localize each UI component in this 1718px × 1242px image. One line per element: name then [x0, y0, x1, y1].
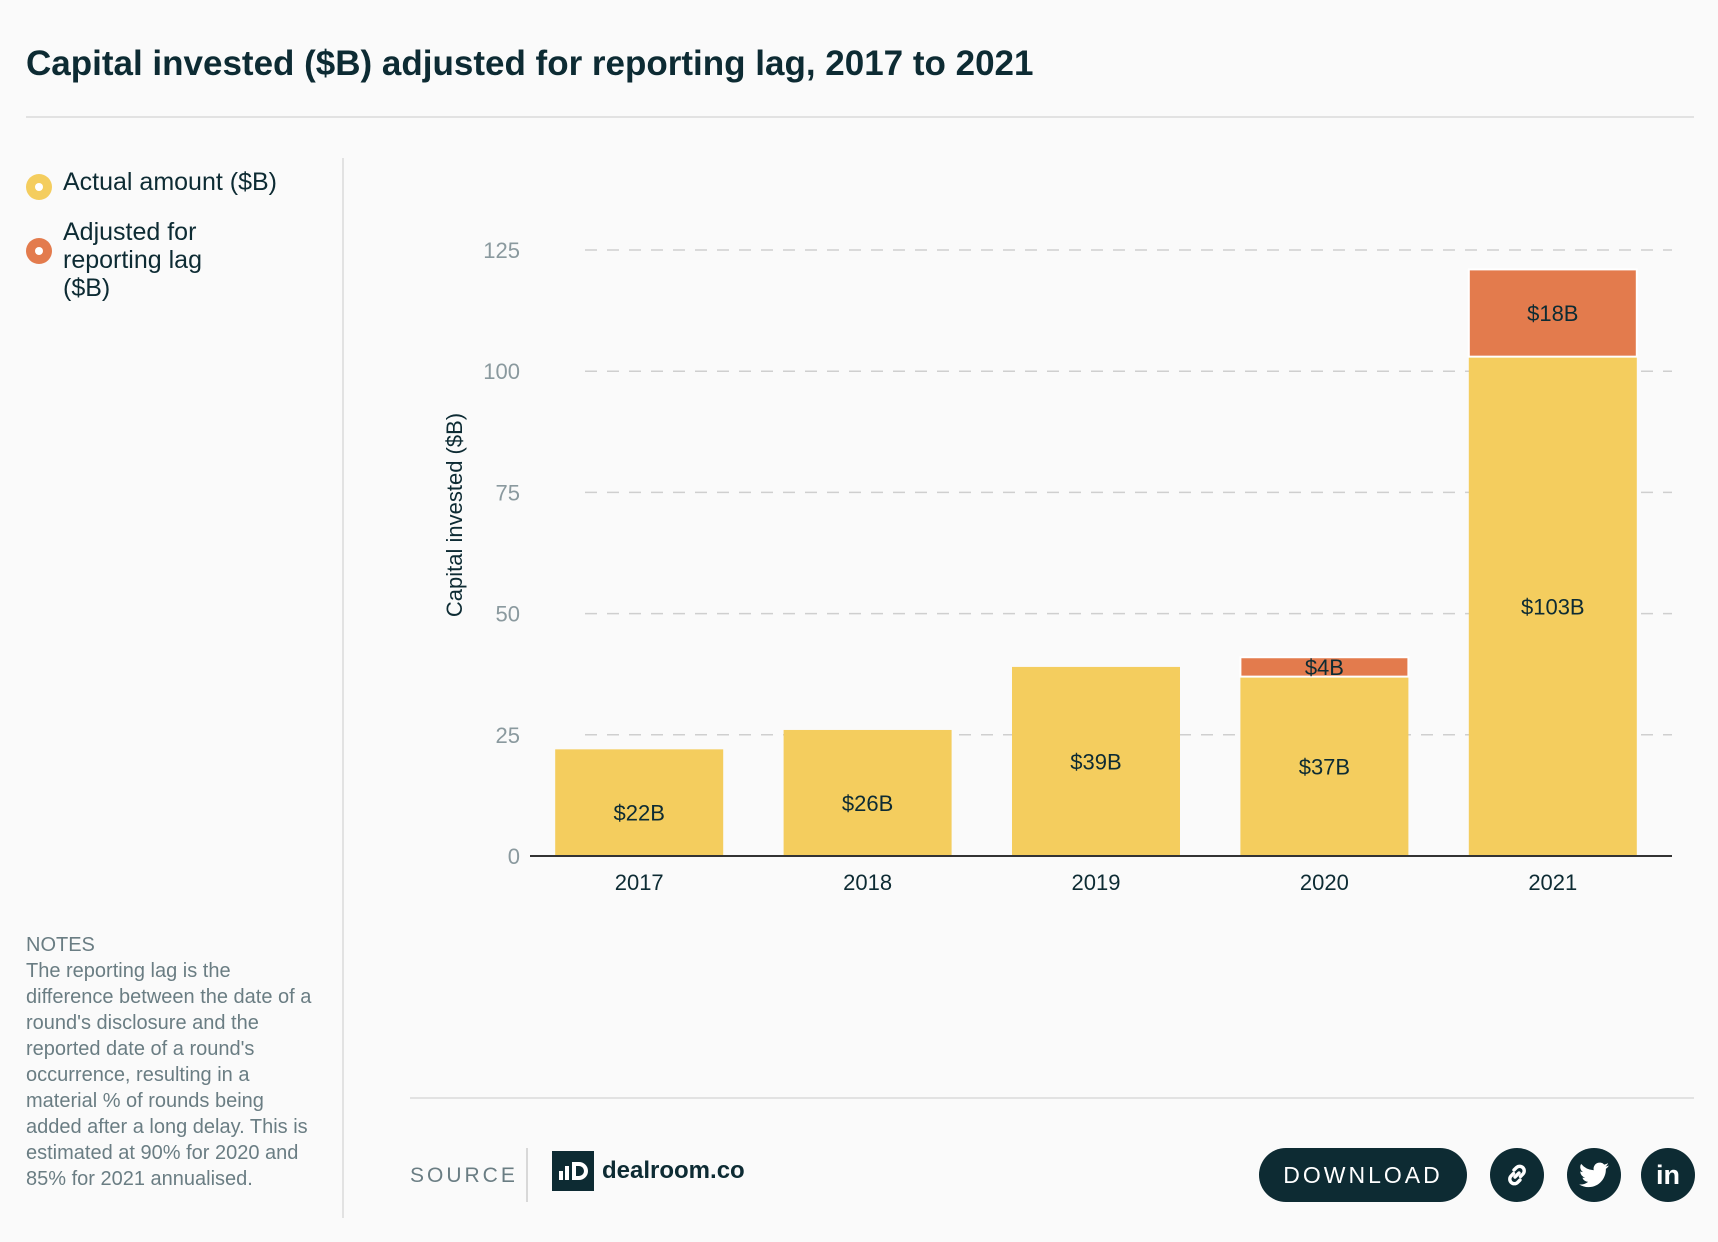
y-tick-label: 50 [496, 602, 520, 627]
page-title: Capital invested ($B) adjusted for repor… [26, 44, 1034, 83]
y-axis-title: Capital invested ($B) [442, 413, 467, 617]
bar-data-label: $39B [1070, 749, 1121, 774]
copy-link-button[interactable] [1490, 1148, 1544, 1202]
logo-text: dealroom.co [602, 1157, 745, 1184]
x-tick-label: 2017 [615, 870, 664, 895]
chart-legend: Actual amount ($B) Adjusted for reportin… [26, 168, 326, 324]
download-button[interactable]: DOWNLOAD [1259, 1148, 1467, 1202]
y-tick-label: 75 [496, 480, 520, 505]
x-tick-label: 2019 [1072, 870, 1121, 895]
y-tick-label: 100 [483, 359, 520, 384]
dealroom-logo-icon [552, 1151, 594, 1191]
bar-adjusted-2020[interactable] [1239, 656, 1410, 678]
sidebar-divider [342, 158, 344, 1218]
link-icon [1508, 1164, 1526, 1186]
legend-label-actual: Actual amount ($B) [63, 168, 277, 196]
notes: NOTES The reporting lag is the differenc… [26, 932, 316, 1192]
twitter-share-button[interactable] [1567, 1148, 1621, 1202]
y-tick-label: 0 [508, 844, 520, 869]
linkedin-share-button[interactable]: in [1641, 1148, 1695, 1202]
notes-heading: NOTES [26, 934, 95, 956]
x-tick-label: 2021 [1528, 870, 1577, 895]
notes-text: The reporting lag is the difference betw… [26, 960, 312, 1190]
bar-actual-2018[interactable] [783, 729, 952, 856]
bar-chart: 0 25 50 75 100 125 $22B 2017 $26B 2018 $39B 2019 $37… [442, 238, 1672, 895]
linkedin-icon: in [1656, 1159, 1680, 1190]
bar-data-label: $26B [842, 791, 893, 816]
legend-dot-icon [26, 174, 52, 200]
bar-data-label: $18B [1527, 301, 1578, 326]
title-divider [26, 116, 1694, 118]
x-tick-label: 2018 [843, 870, 892, 895]
legend-item-actual[interactable]: Actual amount ($B) [26, 168, 326, 200]
labels: 0 25 50 75 100 125 $22B 2017 $26B 2018 $39B 2019 $37… [483, 238, 1584, 895]
bar-data-label: $37B [1299, 754, 1350, 779]
bar-data-label: $22B [614, 801, 665, 826]
legend-label-adjusted: Adjusted for reporting lag ($B) [63, 218, 202, 302]
bar-actual-2019[interactable] [1012, 666, 1180, 856]
source-label: SOURCE [410, 1164, 518, 1187]
bar-adjusted-2021[interactable] [1467, 268, 1638, 358]
bar-data-label: $103B [1521, 594, 1585, 619]
bar-data-label: $4B [1305, 655, 1344, 680]
bar-actual-2021[interactable] [1468, 356, 1637, 856]
x-tick-label: 2020 [1300, 870, 1349, 895]
bars [555, 268, 1638, 856]
legend-item-adjusted[interactable]: Adjusted for reporting lag ($B) [26, 218, 253, 302]
y-tick-label: 125 [483, 238, 520, 263]
bar-actual-2017[interactable] [555, 749, 724, 856]
y-tick-label: 25 [496, 723, 520, 748]
footer-divider [410, 1097, 1694, 1099]
source-separator [526, 1148, 528, 1202]
bar-actual-2020[interactable] [1240, 676, 1409, 856]
legend-dot-icon [26, 238, 52, 264]
dealroom-logo[interactable]: dealroom.co [552, 1151, 745, 1191]
twitter-icon [1579, 1162, 1609, 1188]
